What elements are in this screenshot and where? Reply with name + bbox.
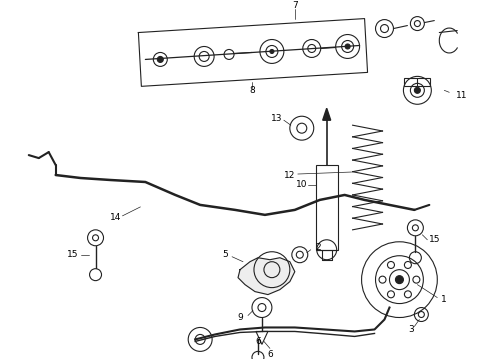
Text: 14: 14: [110, 213, 121, 222]
Text: 2: 2: [315, 243, 320, 252]
Text: 10: 10: [296, 180, 308, 189]
Polygon shape: [238, 258, 295, 294]
Polygon shape: [323, 108, 331, 120]
Text: 13: 13: [271, 114, 283, 123]
Text: 15: 15: [67, 250, 78, 259]
Circle shape: [345, 44, 350, 49]
Text: 1: 1: [441, 295, 447, 304]
Text: 6: 6: [255, 337, 261, 346]
Bar: [404, 78, 430, 86]
Text: 15: 15: [429, 235, 440, 244]
Text: 6: 6: [267, 350, 273, 359]
Text: 7: 7: [292, 1, 298, 10]
Text: 8: 8: [249, 86, 255, 95]
Text: 3: 3: [409, 325, 414, 334]
Text: 9: 9: [237, 313, 243, 322]
Text: 11: 11: [456, 91, 467, 100]
Text: 12: 12: [284, 171, 295, 180]
Text: 5: 5: [222, 250, 228, 259]
Circle shape: [395, 276, 403, 284]
Circle shape: [270, 49, 274, 53]
Bar: [316, 165, 338, 250]
Circle shape: [415, 87, 420, 93]
Circle shape: [157, 57, 163, 62]
